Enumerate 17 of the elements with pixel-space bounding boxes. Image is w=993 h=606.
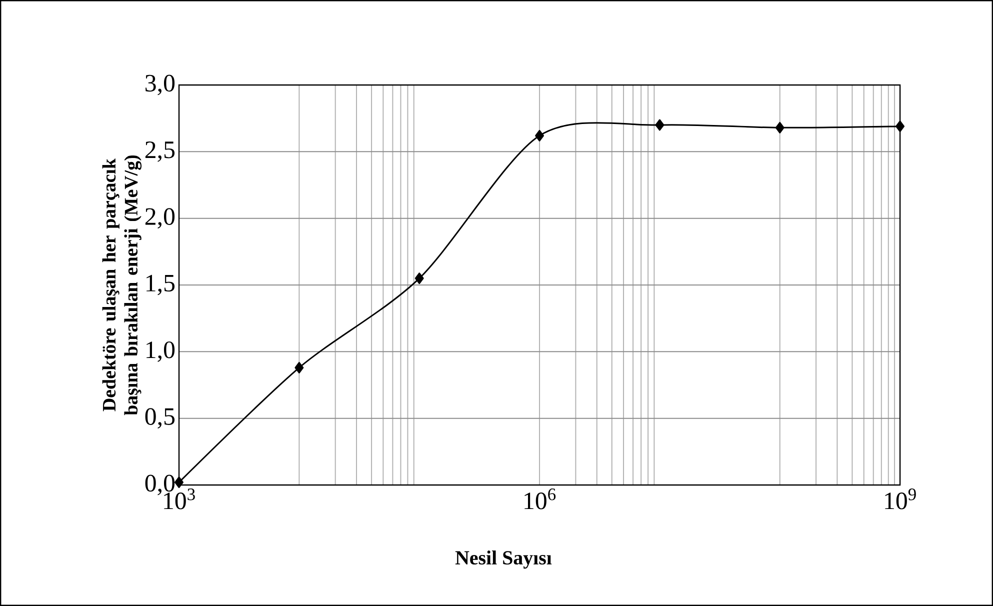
y-tick-label: 1,5 (146, 274, 175, 296)
y-tick-label: 2,5 (145, 142, 175, 162)
y-tick-label: 2,0 (145, 208, 175, 229)
x-tick-label: 10$^{6}$ (524, 488, 556, 510)
x-axis-title: Nesil Sayısı (455, 550, 552, 569)
y-axis-title: Dedektöre ulaşan her parçacık başına bırakılan enerji (MeV/g) (102, 155, 142, 416)
y-tick-label: 0,5 (145, 408, 175, 429)
point (414, 272, 424, 284)
point (535, 130, 544, 142)
point (174, 476, 184, 488)
x-tick-label: 10$^{9}$ (885, 488, 916, 510)
point (294, 362, 304, 374)
y-tick-label: 3,0 (146, 74, 175, 96)
y-tick-label: 1,0 (146, 341, 175, 362)
point (775, 122, 784, 134)
point (655, 119, 664, 131)
point (896, 120, 905, 132)
